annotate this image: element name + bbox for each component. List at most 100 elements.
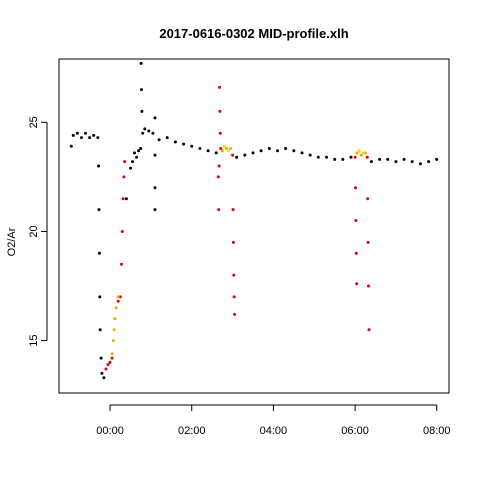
- data-point: [114, 306, 118, 310]
- data-point: [123, 160, 127, 164]
- data-point: [88, 136, 92, 140]
- data-point: [308, 153, 312, 157]
- data-point: [198, 147, 202, 150]
- data-point: [71, 133, 75, 137]
- data-point: [267, 147, 271, 150]
- data-point: [325, 155, 328, 159]
- data-point: [108, 360, 112, 364]
- data-point: [98, 328, 102, 332]
- chart-title: 2017-0616-0302 MID-profile.xlh: [159, 26, 348, 41]
- data-point: [69, 144, 73, 148]
- data-point: [220, 149, 224, 153]
- data-point: [97, 251, 101, 255]
- data-point: [112, 328, 116, 332]
- data-point: [133, 151, 136, 155]
- data-point: [217, 164, 221, 168]
- plot-frame: [58, 58, 450, 394]
- data-point: [367, 328, 371, 332]
- data-point: [402, 157, 406, 161]
- data-point: [353, 155, 357, 159]
- data-point: [118, 295, 122, 299]
- data-point: [233, 312, 237, 316]
- data-point: [214, 151, 218, 155]
- x-tick-label: 08:00: [423, 425, 451, 437]
- data-point: [354, 219, 358, 222]
- data-point: [366, 240, 370, 244]
- x-tick-label: 00:00: [96, 425, 124, 437]
- y-axis: 15 20 25: [28, 116, 48, 347]
- data-point: [153, 186, 157, 190]
- y-tick-label: 20: [28, 225, 40, 237]
- data-point: [143, 127, 147, 131]
- data-point: [131, 160, 134, 164]
- data-point: [216, 175, 220, 179]
- data-point: [129, 166, 132, 170]
- x-tick-label: 04:00: [260, 425, 288, 437]
- data-point: [341, 157, 345, 161]
- x-axis: 00:00 02:00 04:00 06:00 08:00: [96, 404, 451, 437]
- data-point: [206, 149, 210, 153]
- data-point: [141, 131, 145, 135]
- data-point: [153, 153, 157, 157]
- data-point: [355, 282, 359, 286]
- data-point: [102, 376, 106, 380]
- data-point: [111, 339, 115, 343]
- x-tick-label: 02:00: [178, 425, 206, 437]
- data-point: [276, 149, 279, 153]
- data-point: [418, 162, 422, 166]
- data-point: [218, 85, 221, 89]
- data-point: [116, 299, 120, 303]
- data-point: [363, 151, 367, 155]
- x-tick-label: 06:00: [341, 425, 369, 437]
- y-tick-label: 25: [28, 116, 40, 128]
- data-point: [222, 144, 226, 148]
- data-point: [235, 155, 239, 159]
- data-point: [232, 273, 236, 277]
- data-point: [251, 151, 255, 155]
- data-point: [366, 197, 370, 201]
- data-point: [217, 208, 221, 212]
- data-point: [369, 160, 373, 164]
- data-point: [359, 153, 363, 157]
- data-point: [140, 88, 143, 92]
- data-point: [316, 155, 320, 159]
- data-point: [182, 142, 186, 146]
- data-point: [99, 356, 103, 360]
- data-point: [219, 147, 223, 150]
- data-point: [96, 136, 100, 140]
- data-point: [435, 157, 439, 161]
- y-tick-label: 15: [28, 334, 40, 346]
- data-point: [231, 153, 235, 157]
- data-point: [243, 153, 247, 157]
- data-point: [110, 352, 114, 356]
- data-point: [259, 149, 263, 153]
- data-point: [139, 61, 143, 65]
- data-point: [386, 157, 390, 161]
- data-point: [147, 129, 151, 133]
- data-point: [153, 116, 157, 120]
- data-point: [355, 151, 359, 155]
- data-point: [231, 240, 235, 244]
- data-point: [284, 147, 288, 150]
- data-point: [410, 160, 414, 164]
- data-point: [75, 131, 79, 135]
- data-point: [292, 149, 296, 153]
- data-point: [122, 175, 126, 179]
- data-point: [229, 147, 232, 150]
- data-point: [97, 164, 101, 168]
- data-point: [394, 160, 398, 164]
- data-point: [113, 317, 117, 321]
- data-point: [365, 155, 369, 159]
- y-axis-label: O2/Ar: [6, 227, 18, 256]
- data-point: [354, 251, 358, 255]
- data-point: [378, 157, 382, 161]
- data-point: [157, 138, 161, 142]
- data-point: [139, 147, 143, 150]
- data-point: [120, 230, 124, 233]
- data-point: [349, 155, 353, 159]
- data-point: [110, 356, 114, 360]
- data-point: [224, 147, 228, 150]
- data-point: [106, 363, 110, 367]
- data-point: [84, 131, 87, 135]
